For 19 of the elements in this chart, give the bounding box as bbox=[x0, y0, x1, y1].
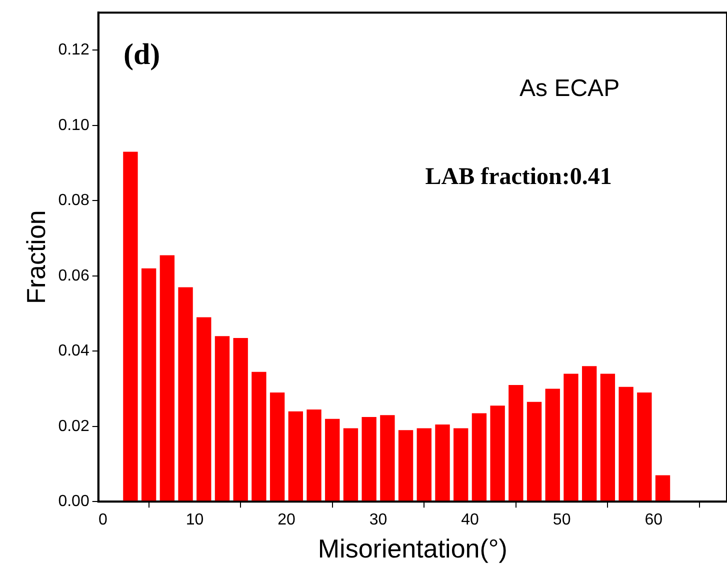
x-tick-label: 60 bbox=[644, 512, 663, 529]
x-axis-title: Misorientation(°) bbox=[318, 534, 508, 564]
x-tick-label: 30 bbox=[369, 512, 388, 529]
x-tick-label: 40 bbox=[461, 512, 480, 529]
x-tick-label: 0 bbox=[98, 512, 108, 529]
y-tick-label: 0.12 bbox=[58, 42, 90, 59]
y-tick-label: 0.08 bbox=[58, 192, 90, 210]
y-tick-label: 0.02 bbox=[58, 418, 90, 435]
annotation: (d) bbox=[123, 38, 160, 72]
annotation: LAB fraction:0.41 bbox=[425, 164, 612, 190]
x-tick-label: 20 bbox=[278, 512, 296, 529]
y-tick-label: 0.10 bbox=[58, 116, 90, 134]
y-tick-label: 0.06 bbox=[58, 267, 90, 284]
y-axis-title: Fraction bbox=[20, 210, 51, 304]
x-tick-label: 50 bbox=[552, 512, 571, 529]
x-tick-label: 10 bbox=[186, 512, 204, 529]
annotation: As ECAP bbox=[520, 74, 620, 102]
y-tick-label: 0.04 bbox=[58, 342, 90, 360]
y-tick-label: 0.00 bbox=[58, 493, 90, 510]
